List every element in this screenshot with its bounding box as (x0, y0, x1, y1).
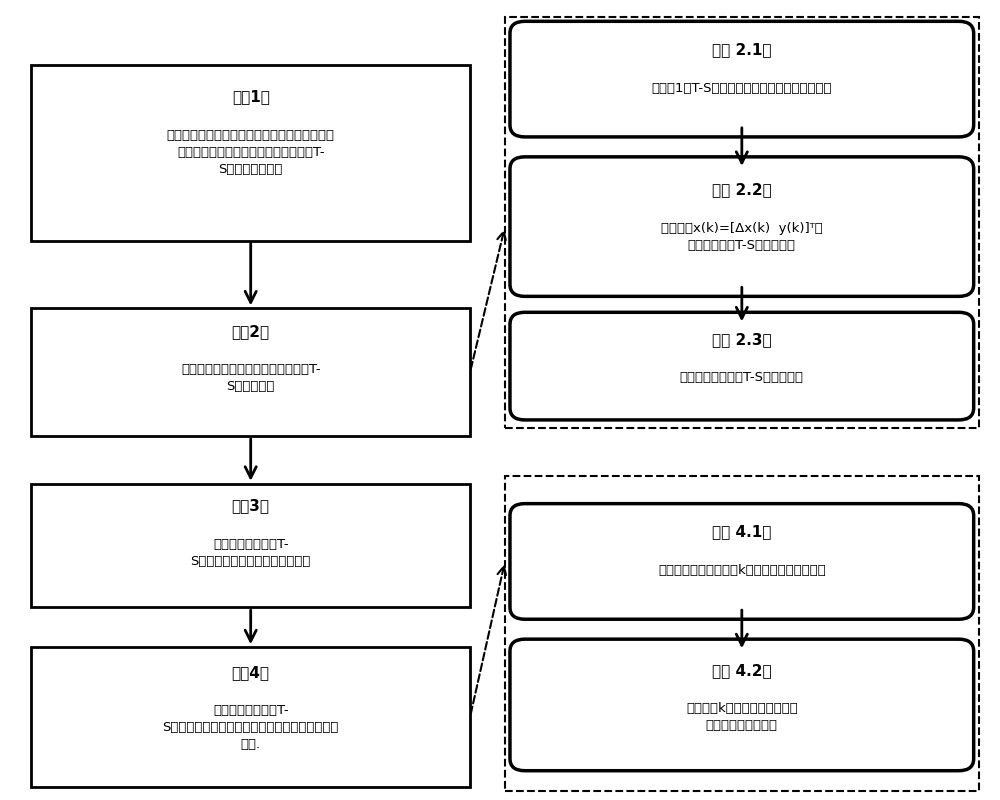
Bar (31, 484, 470, 607)
Text: 计算离散k时刻的输入燃料量，
进而控制热水温度；: 计算离散k时刻的输入燃料量， 进而控制热水温度； (686, 702, 798, 732)
Text: 步骤4：: 步骤4： (232, 665, 270, 680)
Bar (505, 476, 979, 790)
Text: 步骤3：: 步骤3： (232, 498, 270, 514)
Bar (31, 65, 470, 241)
Text: 步骤 2.3：: 步骤 2.3： (712, 332, 772, 347)
Text: 定义状态x(k)=[Δx(k)  y(k)]ᵀ，
建立扩增状态T-S模糊模型；: 定义状态x(k)=[Δx(k) y(k)]ᵀ， 建立扩增状态T-S模糊模型； (661, 222, 823, 251)
FancyBboxPatch shape (510, 504, 974, 619)
Text: 基于全局扩增状态T-
S模糊模型建立离线模糊观测器；: 基于全局扩增状态T- S模糊模型建立离线模糊观测器； (191, 538, 311, 568)
FancyBboxPatch shape (510, 22, 974, 137)
FancyBboxPatch shape (510, 312, 974, 420)
Bar (505, 18, 979, 428)
Text: 步骤 4.2：: 步骤 4.2： (712, 663, 772, 678)
Text: 基于全局扩增状态T-
S模糊模型和离线模糊观测器建立鲁棒模糊预测控
制器.: 基于全局扩增状态T- S模糊模型和离线模糊观测器建立鲁棒模糊预测控 制器. (163, 704, 339, 751)
Bar (31, 308, 470, 436)
Text: 求解优化问题得到离散k时刻的输入燃料增量；: 求解优化问题得到离散k时刻的输入燃料增量； (658, 564, 826, 577)
Bar (31, 647, 470, 786)
Text: 建立全局扩增状态T-S模糊模型；: 建立全局扩增状态T-S模糊模型； (680, 371, 804, 384)
FancyBboxPatch shape (510, 639, 974, 770)
Text: 步骤 4.1：: 步骤 4.1： (712, 525, 772, 539)
FancyBboxPatch shape (510, 157, 974, 296)
Text: 步骤2：: 步骤2： (232, 324, 270, 338)
Text: 建立热负荷控制过程的全局扩增状态T-
S模糊模型；: 建立热负荷控制过程的全局扩增状态T- S模糊模型； (181, 363, 321, 393)
Text: 步骤 2.1：: 步骤 2.1： (712, 42, 772, 58)
Text: 采集微型燃气轮机热电联供系统的输入燃料量和
热水温度数据，建立热负荷控制过程的T-
S模糊仿射模型；: 采集微型燃气轮机热电联供系统的输入燃料量和 热水温度数据，建立热负荷控制过程的T… (167, 129, 335, 176)
Text: 将步骤1的T-S模糊仿射模型转化状态空间形式；: 将步骤1的T-S模糊仿射模型转化状态空间形式； (652, 82, 832, 94)
Text: 步骤 2.2：: 步骤 2.2： (712, 182, 772, 197)
Text: 步骤1：: 步骤1： (232, 90, 270, 104)
